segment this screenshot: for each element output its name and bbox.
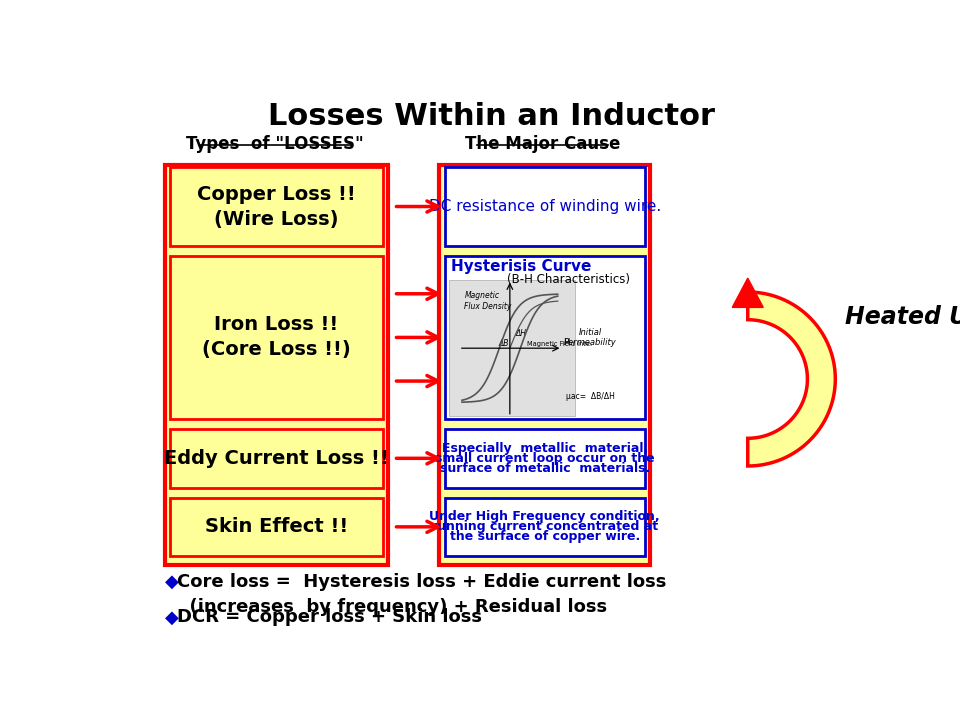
Text: Hysterisis Curve: Hysterisis Curve bbox=[451, 259, 591, 274]
Text: ΔH: ΔH bbox=[516, 328, 527, 338]
Text: surface of metallic  materials.: surface of metallic materials. bbox=[440, 462, 650, 474]
Bar bbox=[170, 429, 383, 487]
Text: The Major Cause: The Major Cause bbox=[465, 135, 620, 153]
Bar bbox=[449, 280, 575, 416]
Text: μac=  ΔB/ΔH: μac= ΔB/ΔH bbox=[565, 392, 614, 401]
Text: Heated Up !!: Heated Up !! bbox=[845, 305, 960, 329]
Text: Losses Within an Inductor: Losses Within an Inductor bbox=[269, 102, 715, 131]
Text: Copper Loss !!
(Wire Loss): Copper Loss !! (Wire Loss) bbox=[197, 184, 356, 228]
Text: DC resistance of winding wire.: DC resistance of winding wire. bbox=[428, 199, 660, 214]
Text: ΔB: ΔB bbox=[498, 339, 509, 348]
Bar bbox=[444, 429, 645, 487]
Text: Magnetic Field Inte.: Magnetic Field Inte. bbox=[527, 341, 591, 346]
Text: Under High Frequency condition,: Under High Frequency condition, bbox=[429, 510, 660, 523]
Text: Especially  metallic  material,: Especially metallic material, bbox=[442, 442, 648, 455]
Text: Iron Loss !!
(Core Loss !!): Iron Loss !! (Core Loss !!) bbox=[203, 315, 351, 359]
Text: Eddy Current Loss !!: Eddy Current Loss !! bbox=[164, 449, 389, 468]
Text: Magnetic
Flux Density: Magnetic Flux Density bbox=[465, 292, 512, 311]
Text: H: H bbox=[564, 338, 569, 346]
Bar bbox=[444, 498, 645, 556]
Text: Core loss =  Hysteresis loss + Eddie current loss
  (increases  by frequency) + : Core loss = Hysteresis loss + Eddie curr… bbox=[178, 573, 667, 616]
Bar bbox=[440, 165, 650, 565]
Text: small current loop occur on the: small current loop occur on the bbox=[435, 452, 655, 465]
Bar bbox=[170, 498, 383, 556]
Text: ◆: ◆ bbox=[165, 608, 179, 626]
PathPatch shape bbox=[748, 292, 835, 466]
Bar bbox=[170, 167, 383, 246]
Text: (B-H Characteristics): (B-H Characteristics) bbox=[507, 273, 630, 286]
Polygon shape bbox=[732, 278, 763, 307]
Text: Initial
Permeability: Initial Permeability bbox=[564, 328, 616, 347]
Text: DCR = Copper loss + Skin loss: DCR = Copper loss + Skin loss bbox=[178, 608, 482, 626]
Bar bbox=[165, 165, 388, 565]
Bar bbox=[444, 167, 645, 246]
Bar bbox=[170, 256, 383, 419]
Text: the surface of copper wire.: the surface of copper wire. bbox=[449, 531, 639, 544]
Bar bbox=[444, 256, 645, 419]
Text: Types  of "LOSSES": Types of "LOSSES" bbox=[186, 135, 364, 153]
Text: Skin Effect !!: Skin Effect !! bbox=[204, 518, 348, 536]
Text: ◆: ◆ bbox=[165, 573, 179, 591]
Text: running current concentrated at: running current concentrated at bbox=[431, 521, 659, 534]
